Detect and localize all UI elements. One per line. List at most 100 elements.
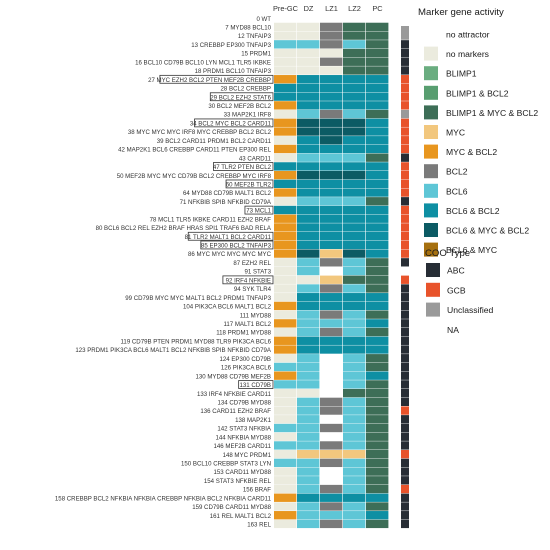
legend-label: no markers	[446, 49, 489, 59]
legend-label: BCL6	[446, 186, 468, 196]
heatmap-cell	[366, 319, 389, 328]
legend-activity-title: Marker gene activity	[418, 7, 504, 18]
coo-cell	[401, 441, 409, 450]
heatmap-cell	[320, 40, 343, 49]
heatmap-row: 60 MEF2B TLR2	[225, 179, 389, 188]
row-label: 136 CARD11 EZH2 BRAF	[200, 408, 271, 415]
heatmap-row: 159 CD79B CARD11 MYD88	[192, 502, 389, 511]
heatmap-cell	[366, 127, 389, 136]
heatmap-cell	[343, 214, 366, 223]
heatmap-cell	[274, 397, 297, 406]
heatmap-cell	[343, 127, 366, 136]
row-label-box	[159, 74, 274, 84]
column-label: PC	[372, 4, 383, 13]
heatmap-cell	[274, 75, 297, 84]
heatmap-row: 47 TLR2 PTEN BCL2	[213, 162, 389, 171]
row-label: 92 IRF4 NFKBIE	[226, 277, 271, 284]
heatmap-cell	[343, 415, 366, 424]
heatmap-cell	[297, 293, 320, 302]
heatmap-cell	[274, 511, 297, 520]
row-label: 15 PRDM1	[241, 51, 271, 58]
heatmap-cell	[366, 519, 389, 529]
heatmap-cell	[274, 345, 297, 354]
heatmap-cell	[320, 31, 343, 40]
heatmap-cell	[297, 511, 320, 520]
heatmap-cell	[297, 197, 320, 206]
heatmap-cell	[320, 109, 343, 119]
heatmap-cell	[343, 458, 366, 468]
row-label: 150 BCL10 CREBBP STAT3 LYN	[181, 461, 271, 468]
heatmap-cell	[274, 179, 297, 188]
heatmap-cell	[320, 75, 343, 84]
heatmap-row: 16 BCL10 CD79B BCL10 LYN MCL1 TLR5 IKBKE	[135, 57, 389, 66]
heatmap-cell	[274, 336, 297, 345]
coo-cell	[401, 450, 409, 459]
row-label-box	[187, 231, 274, 241]
heatmap-cell	[366, 31, 389, 40]
heatmap-cell	[343, 40, 366, 49]
legend-label: NA	[447, 325, 459, 335]
heatmap-cell	[366, 75, 389, 84]
column-label: DZ	[304, 4, 314, 13]
coo-cell	[401, 214, 409, 223]
heatmap-row: 78 MCL1 TLR5 IKBKE CARD11 EZH2 BRAF	[150, 214, 389, 223]
heatmap-cell	[320, 144, 343, 154]
heatmap-cell	[343, 162, 366, 171]
legend-swatch	[424, 144, 438, 159]
heatmap-cell	[366, 162, 389, 171]
heatmap-cell	[343, 249, 366, 258]
heatmap-row: 104 PIK3CA BCL6 MALT1 BCL2	[183, 301, 389, 311]
heatmap-cell	[274, 40, 297, 49]
legend-label: Unclassified	[447, 305, 494, 315]
legend-swatch	[424, 46, 438, 61]
heatmap-cell	[320, 519, 343, 529]
coo-cell	[401, 354, 409, 363]
heatmap-row: 148 MYC PRDM1	[223, 450, 389, 459]
heatmap-cell	[343, 66, 366, 75]
legend-label: MYC	[446, 128, 465, 138]
heatmap-cell	[320, 371, 343, 380]
heatmap-cell	[343, 336, 366, 345]
heatmap-cell	[343, 48, 366, 58]
heatmap-cell	[297, 336, 320, 345]
heatmap-cell	[343, 371, 366, 380]
heatmap-cell	[320, 136, 343, 145]
heatmap-cell	[366, 345, 389, 354]
coo-cell	[401, 345, 409, 354]
coo-header-cell	[401, 26, 409, 32]
heatmap-cell	[274, 388, 297, 398]
coo-cell	[401, 362, 409, 372]
legend-coo-title: COO Type	[425, 248, 470, 259]
row-label: 29 BCL2 EZH2 STAT6	[210, 94, 271, 101]
coo-cell	[401, 484, 409, 494]
heatmap-cell	[274, 14, 297, 23]
heatmap-cell	[320, 432, 343, 441]
heatmap-cell	[320, 214, 343, 223]
heatmap-cell	[366, 57, 389, 66]
coo-cell	[401, 432, 409, 441]
heatmap-cell	[366, 511, 389, 520]
heatmap-cell	[320, 258, 343, 267]
row-label: 33 MAP2K1 IRF8	[224, 112, 272, 119]
heatmap-cell	[343, 240, 366, 250]
heatmap-cell	[366, 493, 389, 502]
row-label: 144 NFKBIA MYD88	[215, 434, 271, 441]
legend-label: MYC & BCL2	[446, 147, 497, 157]
row-label: 85 EP300 BCL2 TNFAIP3	[201, 243, 272, 250]
coo-cell	[401, 423, 409, 433]
heatmap-cell	[343, 441, 366, 450]
row-label: 60 MEF2B TLR2	[226, 181, 272, 188]
heatmap-row: 13 CREBBP EP300 TNFAIP3	[191, 40, 389, 49]
heatmap-cell	[274, 249, 297, 258]
heatmap-cell	[297, 223, 320, 232]
row-label: 117 MALT1 BCL2	[223, 321, 271, 328]
row-label: 73 MCL1	[246, 208, 271, 215]
row-label-box	[209, 92, 274, 102]
coo-cell	[401, 109, 409, 119]
heatmap-cell	[274, 92, 297, 101]
heatmap-cell	[297, 101, 320, 110]
heatmap-cell	[274, 371, 297, 380]
heatmap-cell	[297, 450, 320, 459]
row-label: 43 CARD11	[239, 155, 272, 162]
legend-swatch	[424, 105, 438, 120]
